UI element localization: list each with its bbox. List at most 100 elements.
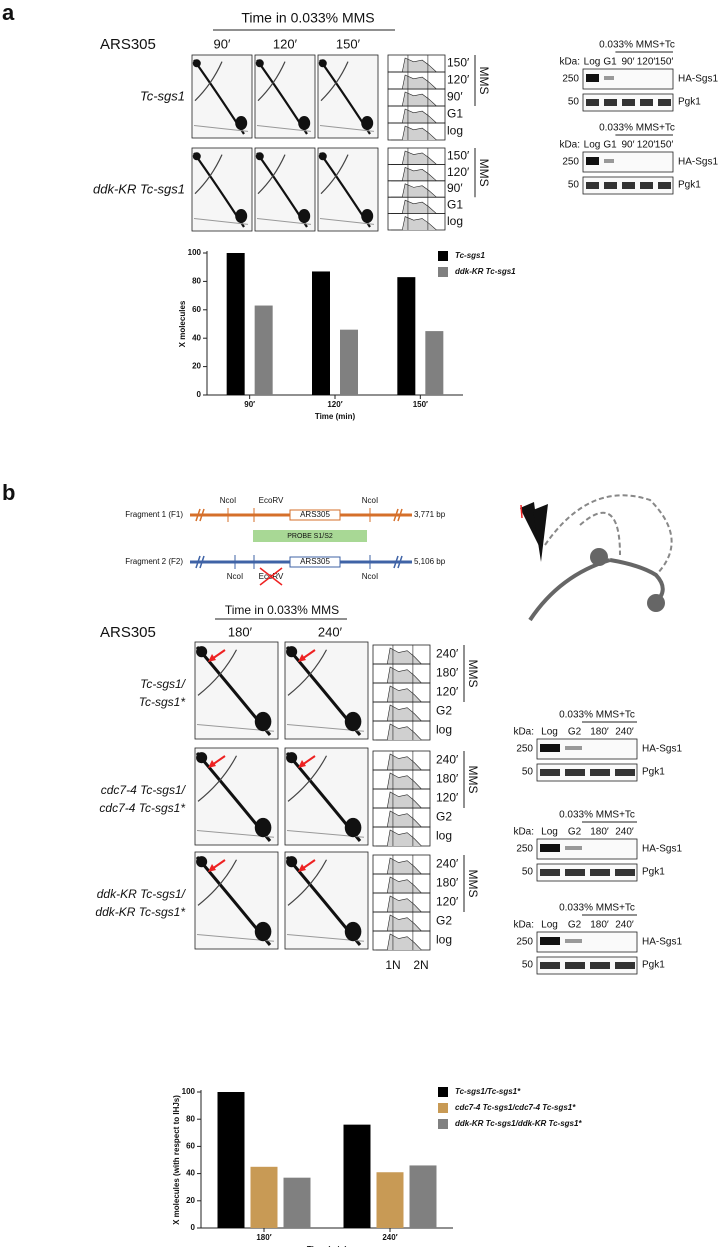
facs-label: 90′ (447, 181, 463, 195)
facs-label: 240′ (436, 857, 459, 871)
strain: cdc7-4 Tc-sgs1* (99, 801, 185, 815)
facs-profile (391, 199, 437, 214)
x-tick-label: 180′ (256, 1233, 271, 1242)
arrow-head (298, 760, 306, 768)
timepoint: 150′ (336, 36, 361, 51)
gel-signal (287, 859, 328, 906)
facs-profile (376, 685, 422, 703)
ploidy: 2N (413, 958, 428, 972)
lane-label: 150′ (655, 57, 674, 68)
marker: 50 (568, 97, 580, 108)
bar (312, 271, 330, 395)
facs-label: G2 (436, 704, 452, 718)
protein: Pgk1 (642, 867, 665, 878)
kda-label: kDa: (513, 920, 534, 931)
lane-label: 240′ (615, 920, 634, 931)
legend-label: Tc-sgs1 (455, 251, 485, 260)
strain: ddk-KR Tc-sgs1 (93, 181, 185, 196)
origin-label: ARS305 (300, 557, 330, 566)
blot (536, 738, 638, 760)
gel-spot (192, 152, 201, 161)
arrow-head (298, 654, 306, 662)
gel-spot (255, 152, 264, 161)
legend-label: cdc7-4 Tc-sgs1/cdc7-4 Tc-sgs1* (455, 1103, 576, 1112)
facs-profile (391, 74, 437, 90)
protein: HA-Sgs1 (678, 157, 718, 168)
band (586, 182, 599, 189)
gel-spot (361, 116, 374, 131)
bar (397, 277, 416, 395)
gel-signal (320, 154, 349, 195)
marker: 50 (522, 960, 534, 971)
facs-label: 180′ (436, 772, 459, 786)
band (640, 182, 653, 189)
marker: 250 (516, 844, 533, 855)
facs-label: log (436, 723, 452, 737)
bar (376, 1172, 404, 1228)
fragment-size: 5,106 bp (414, 557, 446, 566)
blot (536, 763, 638, 782)
gel-spot (254, 711, 272, 732)
y-tick-label: 100 (182, 1087, 196, 1096)
marker: 250 (516, 937, 533, 948)
y-tick-label: 60 (192, 305, 201, 314)
gel-spot (286, 752, 298, 764)
locus: ARS305 (100, 36, 156, 53)
facs-label: 240′ (436, 753, 459, 767)
y-tick-label: 80 (186, 1114, 195, 1123)
lane-label: G2 (568, 920, 582, 931)
kda-label: kDa: (513, 827, 534, 838)
western-header: 0.033% MMS+Tc (559, 710, 635, 721)
y-tick-label: 40 (186, 1169, 195, 1178)
gel-signal (197, 859, 238, 906)
bar (217, 1092, 245, 1228)
band (590, 769, 610, 776)
gel-spot (254, 921, 272, 942)
band (540, 962, 560, 969)
band (615, 769, 635, 776)
lane-label: Log (541, 827, 558, 838)
y-tick-label: 80 (192, 277, 201, 286)
marker: 250 (562, 157, 579, 168)
bar (409, 1165, 437, 1228)
kda-label: kDa: (559, 140, 580, 151)
lane-label: G2 (568, 827, 582, 838)
lane-label: Log (541, 727, 558, 738)
western-header: 0.033% MMS+Tc (559, 810, 635, 821)
probe-label: PROBE S1/S2 (287, 533, 333, 540)
band (658, 99, 671, 106)
gel-spot (255, 59, 264, 68)
fragment-name: Fragment 1 (F1) (125, 510, 183, 519)
lane-label: 90′ (622, 57, 635, 68)
locus: ARS305 (100, 624, 156, 641)
facs-label: 180′ (436, 666, 459, 680)
facs-label: 120′ (436, 791, 459, 805)
lane-label: 240′ (615, 827, 634, 838)
gel-signal (194, 154, 223, 195)
ploidy: 1N (385, 958, 400, 972)
site-label: NcoI (362, 572, 378, 581)
facs-profile (376, 753, 422, 771)
timepoint: 180′ (228, 624, 253, 639)
gel-spot (235, 209, 248, 224)
facs-profile (376, 772, 422, 790)
facs-profile (376, 829, 422, 847)
site-label: EcoRV (259, 496, 284, 505)
facs-profile (376, 857, 422, 875)
site-label: NcoI (220, 496, 236, 505)
x-tick-label: 150′ (413, 400, 428, 409)
facs-profile (376, 704, 422, 722)
x-tick-label: 90′ (244, 400, 255, 409)
band (622, 99, 635, 106)
gel-signal (193, 125, 249, 132)
arrow-head (208, 760, 216, 768)
panel-label: a (2, 0, 15, 25)
facs-profile (391, 166, 437, 182)
facs-profile (376, 791, 422, 809)
band (565, 769, 585, 776)
strain: ddk-KR Tc-sgs1* (95, 905, 185, 919)
strain: Tc-sgs1* (139, 695, 186, 709)
gel-spot (318, 152, 327, 161)
band (604, 159, 614, 163)
break-mark (393, 555, 403, 569)
